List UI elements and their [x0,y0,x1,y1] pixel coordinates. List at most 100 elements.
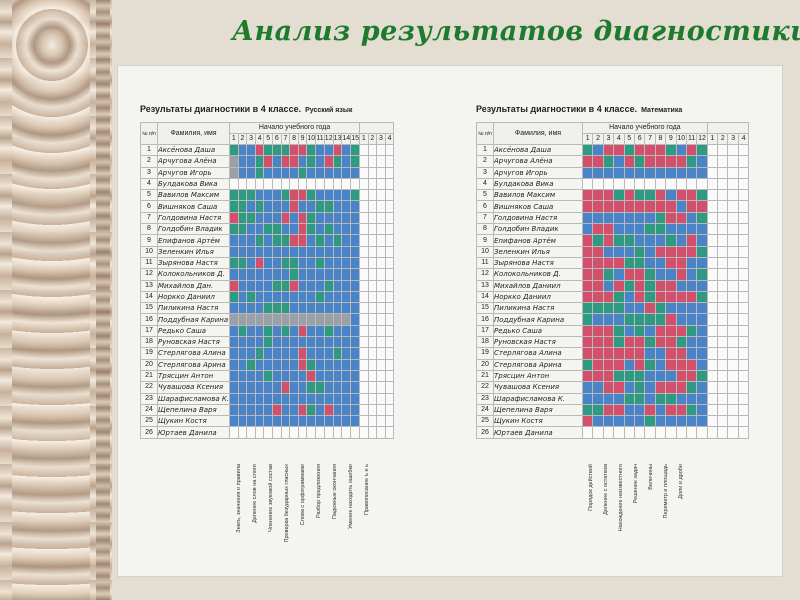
score-cell [297,234,308,247]
score-cell [376,347,386,360]
row-number: 13 [476,279,494,292]
score-cell [613,155,625,168]
russian-table-row: 25 Щукин Костя [140,415,395,428]
score-cell [341,290,352,304]
score-cell [623,166,635,179]
score-cell [717,403,729,417]
score-cell [332,358,343,371]
score-cell [263,223,274,236]
score-cell [685,403,698,417]
score-cell [237,415,248,428]
score-cell [581,177,594,191]
row-number: 25 [140,415,158,428]
score-cell [581,155,594,168]
row-number: 10 [476,245,494,258]
score-cell [602,302,615,315]
score-cell [229,279,239,292]
math-column-header: 2 [717,133,729,145]
score-cell [323,324,334,338]
score-cell [696,369,708,383]
russian-table-row: 8 Голдобин Владик [140,223,395,236]
score-cell [376,245,386,258]
score-cell [592,143,604,157]
russian-table-row: 23 Шарафисламова К. [140,392,395,405]
score-cell [254,336,265,349]
score-cell [367,143,378,157]
score-cell [623,279,635,292]
math-table-row: 16 Поддубная Карина [476,313,750,326]
score-cell [706,177,719,191]
score-cell [246,381,256,394]
score-cell [359,279,369,292]
russian-table-row: 5 Вавилов Максим [140,189,395,202]
score-cell [654,369,667,383]
score-cell [737,381,750,394]
score-cell [727,336,739,349]
score-cell [633,143,646,157]
math-column-note: Порядок действий [588,464,594,511]
score-cell [644,143,656,157]
score-cell [696,313,708,326]
score-cell [376,415,386,428]
score-cell [717,234,729,247]
score-cell [592,211,604,225]
math-table-row: 17 Редько Саша [476,324,750,338]
score-cell [675,336,687,349]
score-cell [376,155,386,168]
score-cell [306,324,317,338]
score-cell [581,381,594,394]
score-cell [315,336,325,349]
score-cell [737,313,750,326]
score-cell [592,336,604,349]
russian-table-row: 6 Вишняков Саша [140,200,395,213]
score-cell [306,415,317,428]
score-cell [297,392,308,405]
score-cell [384,200,395,213]
score-cell [289,268,299,281]
score-cell [341,426,352,439]
score-cell [665,256,677,270]
row-number: 19 [140,347,158,360]
score-cell [613,392,625,405]
score-cell [602,426,615,439]
score-cell [306,279,317,292]
score-cell [613,290,625,304]
score-cell [341,245,352,258]
score-cell [654,268,667,281]
score-cell [644,211,656,225]
score-cell [229,245,239,258]
russian-column-header: 14 [341,133,352,145]
score-cell [685,155,698,168]
russian-column-note: Знать, значения и правила [236,464,242,533]
score-cell [263,234,274,247]
score-cell [280,223,291,236]
score-cell [644,268,656,281]
score-cell [706,415,719,428]
score-cell [633,381,646,394]
row-number: 17 [476,324,494,338]
score-cell [675,268,687,281]
score-cell [341,336,352,349]
score-cell [272,369,282,383]
score-cell [696,415,708,428]
score-cell [280,415,291,428]
score-cell [350,403,360,417]
score-cell [665,143,677,157]
score-cell [315,290,325,304]
score-cell [665,200,677,213]
score-cell [675,358,687,371]
score-cell [727,177,739,191]
score-cell [229,302,239,315]
score-cell [332,415,343,428]
score-cell [706,381,719,394]
score-cell [272,324,282,338]
score-cell [706,403,719,417]
score-cell [254,392,265,405]
score-cell [254,313,265,326]
score-cell [272,347,282,360]
score-cell [323,279,334,292]
score-cell [696,211,708,225]
russian-column-header: 6 [272,133,282,145]
score-cell [623,256,635,270]
score-cell [644,381,656,394]
